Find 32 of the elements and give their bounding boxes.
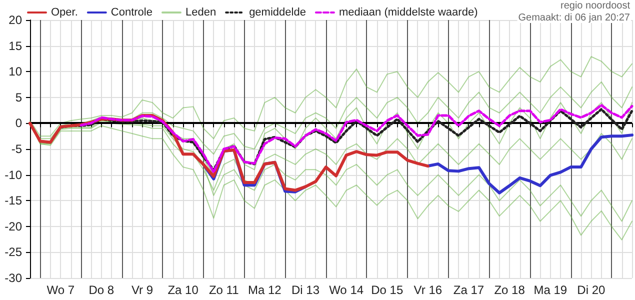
- x-tick-label: Di 20: [577, 283, 606, 297]
- x-tick-label: Ma 12: [248, 283, 282, 297]
- y-tick-label: -20: [4, 219, 22, 234]
- x-tick-label: Zo 18: [494, 283, 526, 297]
- annotation: Gemaakt: di 06 jan 20:27: [518, 12, 630, 24]
- legend-label: Controle: [110, 6, 152, 18]
- x-tick-label: Wo 14: [329, 283, 364, 297]
- x-tick-label: Za 17: [453, 283, 484, 297]
- y-tick-label: -5: [11, 142, 22, 156]
- x-tick-label: Vr 16: [414, 283, 442, 297]
- legend-label: gemiddelde: [249, 6, 306, 18]
- x-tick-label: Zo 11: [208, 283, 240, 297]
- y-tick-label: -30: [4, 271, 22, 285]
- x-tick-label: Za 10: [168, 283, 199, 297]
- y-tick-label: -10: [4, 168, 22, 182]
- text: regio noordoost: [560, 0, 630, 12]
- legend-label: mediaan (middelste waarde): [338, 6, 478, 18]
- y-tick-label: 20: [8, 13, 22, 27]
- y-tick-label: 10: [8, 64, 22, 79]
- y-tick-label: 0: [15, 116, 22, 130]
- x-tick-label: Wo 7: [46, 283, 75, 297]
- legend-label: Oper.: [51, 6, 78, 18]
- y-tick-label: 15: [8, 38, 22, 53]
- x-tick-label: Do 15: [371, 283, 404, 297]
- y-tick-label: 5: [15, 90, 22, 104]
- y-tick-label: -25: [4, 245, 22, 260]
- y-tick-label: -15: [4, 194, 22, 208]
- x-tick-label: Ma 19: [534, 283, 568, 297]
- x-tick-label: Do 8: [88, 283, 114, 297]
- x-tick-label: Di 13: [291, 283, 320, 297]
- x-tick-label: Vr 9: [131, 283, 154, 297]
- legend-label: Leden: [185, 6, 216, 18]
